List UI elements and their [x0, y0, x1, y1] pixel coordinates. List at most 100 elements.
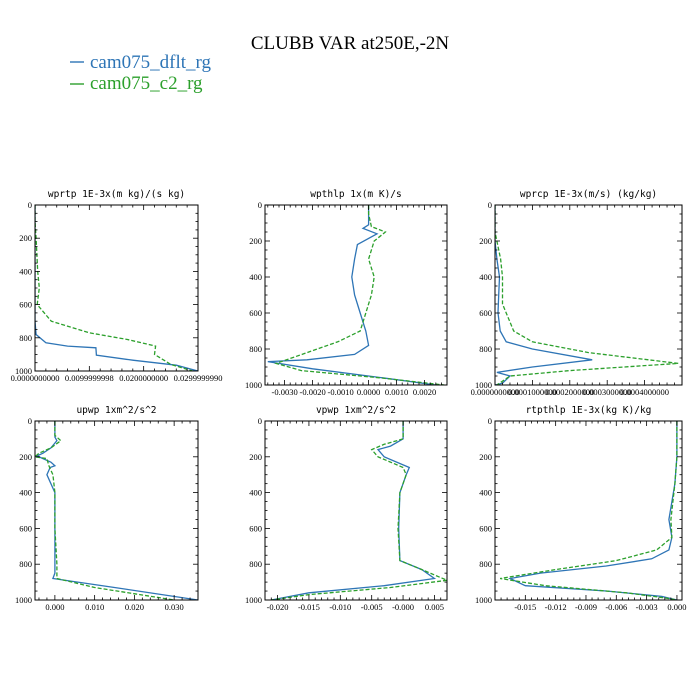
y-tick-label: 400	[19, 488, 32, 498]
y-tick-label: 800	[19, 333, 32, 343]
y-tick-label: 400	[249, 272, 262, 282]
panel-title: wpthlp 1x(m K)/s	[310, 189, 402, 200]
x-tick-label: 0.020	[125, 602, 144, 612]
y-tick-label: 600	[19, 523, 32, 533]
x-tick-label: 0.0002000000	[545, 387, 594, 397]
panel-6: rtpthlp 1E-3x(kg K)/kg 0 200 400 600 800 1000 -…	[475, 405, 687, 612]
panel-1: wprtp 1E-3x(m kg)/(s kg) 0 200 400 600 800 100…	[11, 189, 223, 383]
y-tick-label: 600	[479, 308, 492, 318]
panel-4: upwp 1xm^2/s^2 0 200 400 600 800 1000 0.000 0.01…	[15, 405, 199, 612]
y-tick-label: 1000	[245, 595, 262, 605]
panel-2: wpthlp 1x(m K)/s 0 200 400 600 800 1000 -0.0030…	[245, 189, 448, 397]
panel-title: wprtp 1E-3x(m kg)/(s kg)	[48, 189, 185, 200]
y-tick-label: 400	[479, 272, 492, 282]
x-tick-label: 0.0003000000	[583, 387, 632, 397]
y-tick-label: 200	[479, 236, 492, 246]
x-tick-label: 0.000	[667, 602, 686, 612]
series-line-dflt	[495, 205, 593, 385]
series-line-dflt	[271, 421, 437, 600]
plot-frame	[34, 204, 199, 372]
plot-frame	[494, 420, 683, 601]
y-tick-label: 800	[249, 344, 262, 354]
x-tick-label: 0.030	[165, 602, 184, 612]
y-tick-label: 800	[19, 559, 32, 569]
x-tick-label: -0.0030	[271, 387, 297, 397]
x-tick-label: 0.0000	[357, 387, 380, 397]
panel-title: rtpthlp 1E-3x(kg K)/kg	[526, 405, 652, 416]
y-tick-label: 0	[488, 416, 492, 426]
legend-label-dflt: cam075_dflt_rg	[90, 52, 212, 73]
x-tick-label: -0.0010	[327, 387, 353, 397]
y-tick-label: 800	[479, 559, 492, 569]
y-tick-label: 600	[249, 523, 262, 533]
x-tick-label: 0.0000000000	[11, 373, 60, 383]
x-tick-label: 0.0010	[385, 387, 408, 397]
legend: cam075_dflt_rg cam075_c2_rg	[70, 52, 212, 94]
x-tick-label: 0.010	[85, 602, 104, 612]
x-tick-label: -0.003	[636, 602, 658, 612]
x-tick-label: -0.009	[575, 602, 597, 612]
x-tick-label: -0.005	[361, 602, 383, 612]
x-tick-label: -0.010	[329, 602, 351, 612]
y-tick-label: 1000	[245, 380, 262, 390]
y-tick-label: 1000	[15, 366, 32, 376]
y-tick-label: 200	[19, 233, 32, 243]
series-line-c2	[35, 421, 175, 600]
x-tick-label: 0.0000000000	[471, 387, 520, 397]
series-line-c2	[271, 421, 447, 600]
y-tick-label: 400	[19, 266, 32, 276]
series-line-c2	[495, 205, 679, 385]
x-tick-label: -0.020	[267, 602, 289, 612]
series-line-dflt	[35, 205, 198, 371]
x-tick-label: -0.006	[605, 602, 627, 612]
y-tick-label: 0	[488, 200, 492, 210]
y-tick-label: 600	[479, 523, 492, 533]
plot-frame	[494, 204, 683, 386]
panel-title: wprcp 1E-3x(m/s) (kg/kg)	[520, 189, 657, 200]
panels: wprtp 1E-3x(m kg)/(s kg) 0 200 400 600 800 100…	[11, 189, 687, 612]
panel-5: vpwp 1xm^2/s^2 0 200 400 600 800 1000 -0.020 -0.…	[245, 405, 448, 612]
x-tick-label: -0.0020	[299, 387, 325, 397]
x-tick-label: -0.012	[545, 602, 567, 612]
legend-label-c2: cam075_c2_rg	[90, 73, 203, 94]
x-tick-label: 0.0001000000	[508, 387, 557, 397]
y-tick-label: 200	[19, 452, 32, 462]
panel-3: wprcp 1E-3x(m/s) (kg/kg) 0 200 400 600 800 100…	[471, 189, 683, 397]
y-tick-label: 400	[249, 488, 262, 498]
series-line-dflt	[267, 205, 436, 385]
y-tick-label: 800	[249, 559, 262, 569]
y-tick-label: 1000	[15, 595, 32, 605]
y-tick-label: 200	[249, 452, 262, 462]
x-tick-label: 0.000	[45, 602, 64, 612]
series-line-c2	[274, 205, 445, 385]
y-tick-label: 0	[258, 200, 262, 210]
y-tick-label: 0	[28, 200, 32, 210]
figure-title: CLUBB VAR at250E,-2N	[251, 33, 450, 54]
plot-frame	[264, 420, 448, 601]
y-tick-label: 600	[249, 308, 262, 318]
x-tick-label: 0.0099999998	[65, 373, 114, 383]
x-tick-label: 0.005	[425, 602, 444, 612]
panel-title: vpwp 1xm^2/s^2	[316, 405, 396, 416]
series-line-c2	[35, 205, 193, 371]
y-tick-label: 1000	[475, 595, 492, 605]
y-tick-label: 200	[479, 452, 492, 462]
x-tick-label: -0.000	[392, 602, 414, 612]
y-tick-label: 0	[258, 416, 262, 426]
plot-frame	[34, 420, 199, 601]
y-tick-label: 400	[479, 488, 492, 498]
series-line-dflt	[35, 421, 198, 600]
y-tick-label: 0	[28, 416, 32, 426]
x-tick-label: 0.0200000000	[119, 373, 168, 383]
x-tick-label: -0.015	[514, 602, 536, 612]
x-tick-label: 0.0004000000	[620, 387, 669, 397]
y-tick-label: 200	[249, 236, 262, 246]
y-tick-label: 600	[19, 300, 32, 310]
x-tick-label: -0.015	[298, 602, 320, 612]
y-tick-label: 1000	[475, 380, 492, 390]
panel-title: upwp 1xm^2/s^2	[76, 405, 156, 416]
x-tick-label: 0.0020	[413, 387, 436, 397]
y-tick-label: 800	[479, 344, 492, 354]
x-tick-label: 0.0299999990	[174, 373, 223, 383]
